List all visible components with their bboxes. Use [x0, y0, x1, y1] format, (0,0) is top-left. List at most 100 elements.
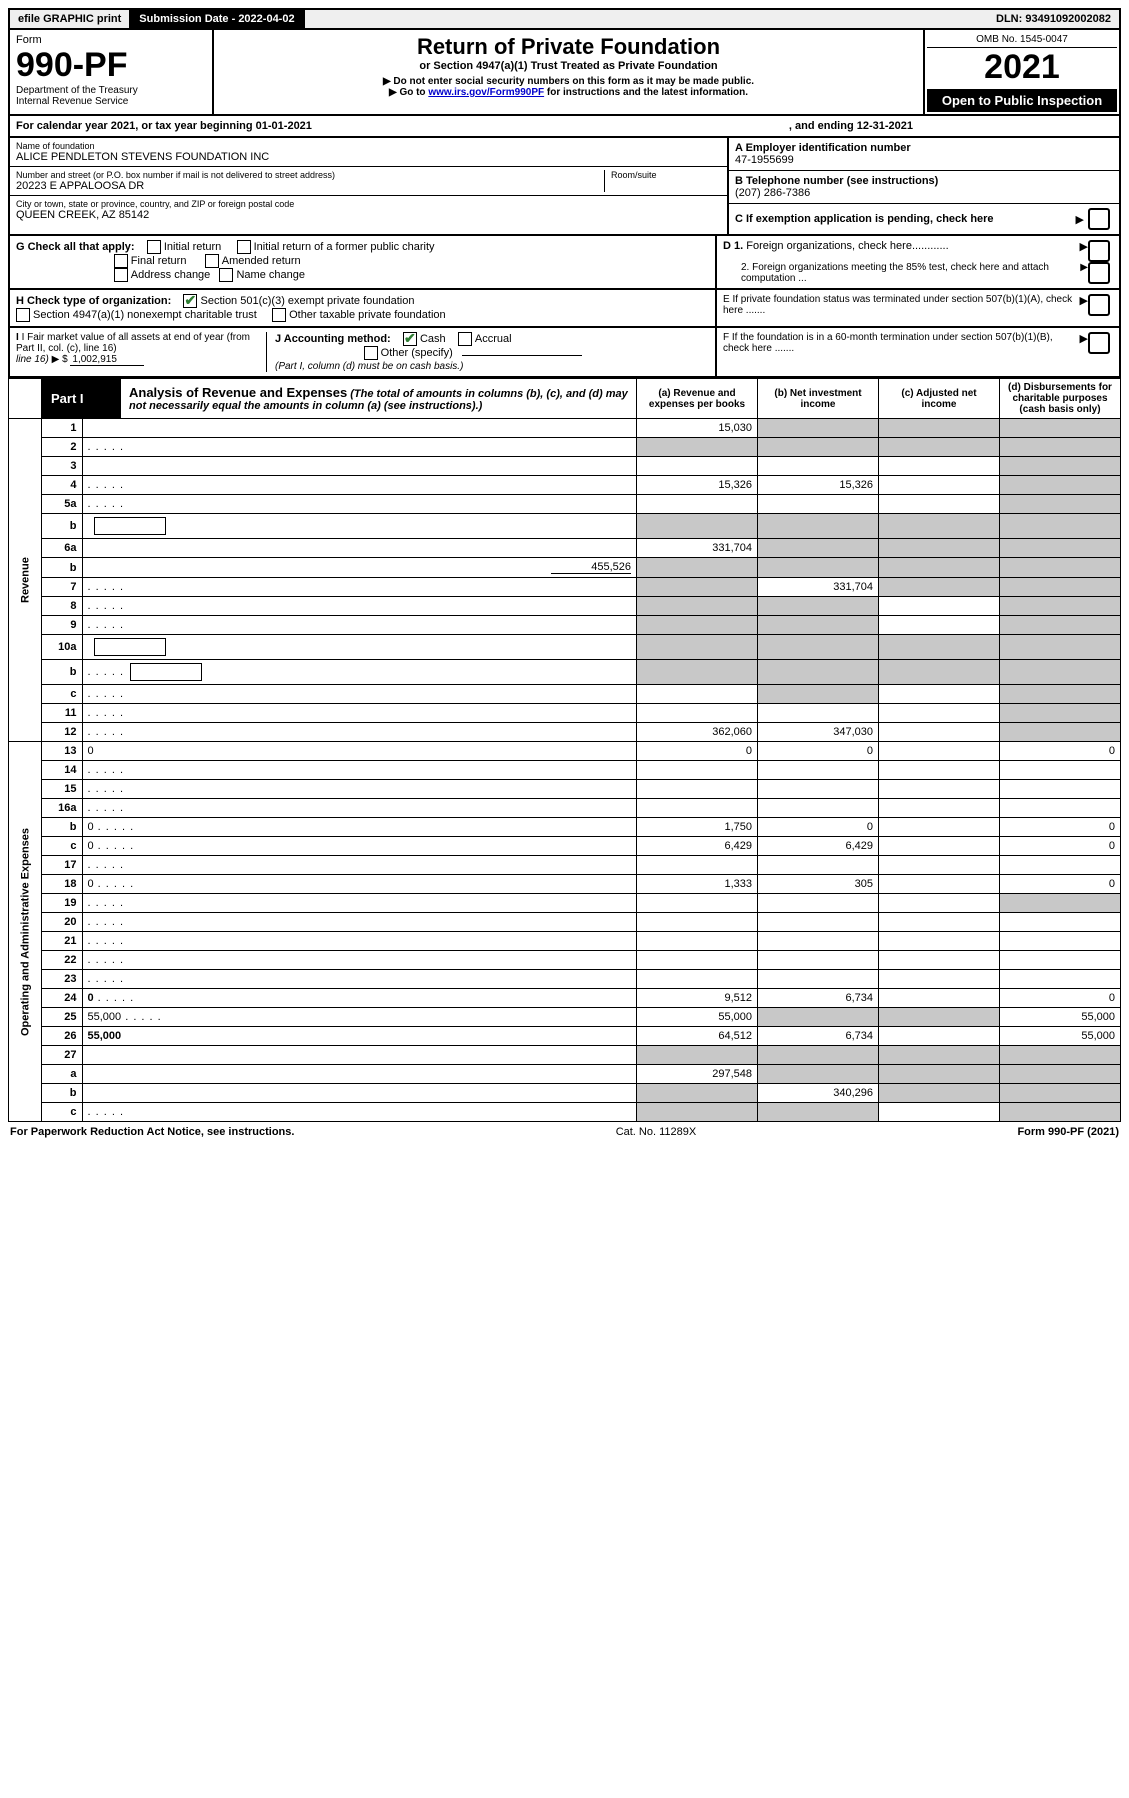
table-row: b	[9, 514, 1121, 539]
cell-d	[1000, 597, 1121, 616]
ein-value: 47-1955699	[735, 154, 1113, 166]
row-description	[82, 616, 637, 635]
cb-other-method[interactable]	[364, 346, 378, 360]
row-description	[82, 913, 637, 932]
row-number: 27	[41, 1046, 82, 1065]
row-number: 6a	[41, 539, 82, 558]
cb-f[interactable]	[1088, 332, 1110, 354]
cb-other-taxable[interactable]	[272, 308, 286, 322]
i-label: I Fair market value of all assets at end…	[16, 332, 250, 354]
cell-b: 6,734	[758, 989, 879, 1008]
cell-d: 0	[1000, 875, 1121, 894]
cb-cash[interactable]	[403, 332, 417, 346]
form-note-2: ▶ Go to www.irs.gov/Form990PF for instru…	[220, 87, 917, 98]
cell-c	[879, 799, 1000, 818]
cb-e[interactable]	[1088, 294, 1110, 316]
cb-address-change[interactable]	[114, 268, 128, 282]
table-row: 10a	[9, 635, 1121, 660]
row-description	[82, 704, 637, 723]
col-d-header: (d) Disbursements for charitable purpose…	[1000, 379, 1121, 419]
row-description	[82, 685, 637, 704]
exemption-checkbox[interactable]	[1088, 208, 1110, 230]
row-description	[82, 856, 637, 875]
cell-a	[637, 970, 758, 989]
efile-label[interactable]: efile GRAPHIC print	[10, 10, 131, 28]
cell-b: 305	[758, 875, 879, 894]
calyear-mid: , and ending 12-31-2021	[789, 120, 913, 132]
tax-year: 2021	[927, 48, 1117, 87]
row-number: 8	[41, 597, 82, 616]
cell-c	[879, 1027, 1000, 1046]
cb-d1[interactable]	[1088, 240, 1110, 262]
table-row: c06,4296,4290	[9, 837, 1121, 856]
cell-b	[758, 597, 879, 616]
row-number: a	[41, 1065, 82, 1084]
lbl-initial: Initial return	[164, 241, 221, 253]
row-description	[82, 438, 637, 457]
cell-a	[637, 514, 758, 539]
cell-a	[637, 660, 758, 685]
cell-c	[879, 558, 1000, 578]
row-description	[82, 951, 637, 970]
row-description	[82, 799, 637, 818]
cell-c	[879, 704, 1000, 723]
calendar-year-row: For calendar year 2021, or tax year begi…	[8, 116, 1121, 138]
table-row: b455,526	[9, 558, 1121, 578]
cb-initial-return[interactable]	[147, 240, 161, 254]
table-row: 5a	[9, 495, 1121, 514]
cb-final-return[interactable]	[114, 254, 128, 268]
cell-b	[758, 558, 879, 578]
form-note-1: ▶ Do not enter social security numbers o…	[220, 76, 917, 87]
row-description	[82, 1084, 637, 1103]
row-number: 22	[41, 951, 82, 970]
cell-d	[1000, 514, 1121, 539]
cell-a	[637, 856, 758, 875]
table-row: 27	[9, 1046, 1121, 1065]
table-row: 20	[9, 913, 1121, 932]
lbl-accrual: Accrual	[475, 333, 512, 345]
cell-a: 1,750	[637, 818, 758, 837]
row-description	[82, 539, 637, 558]
cb-4947[interactable]	[16, 308, 30, 322]
cell-c	[879, 1008, 1000, 1027]
lbl-501c3: Section 501(c)(3) exempt private foundat…	[200, 295, 414, 307]
cb-name-change[interactable]	[219, 268, 233, 282]
header-left: Form 990-PF Department of the Treasury I…	[10, 30, 214, 114]
table-row: 12362,060347,030	[9, 723, 1121, 742]
row-number: 16a	[41, 799, 82, 818]
e-label: E If private foundation status was termi…	[723, 294, 1080, 322]
cell-c	[879, 970, 1000, 989]
row-number: 19	[41, 894, 82, 913]
cell-a	[637, 635, 758, 660]
cell-c	[879, 894, 1000, 913]
i-arrow: ▶ $	[52, 354, 68, 365]
cb-501c3[interactable]	[183, 294, 197, 308]
cell-c	[879, 989, 1000, 1008]
cb-amended-return[interactable]	[205, 254, 219, 268]
cb-initial-former[interactable]	[237, 240, 251, 254]
lbl-addr-change: Address change	[131, 269, 211, 281]
cell-c	[879, 457, 1000, 476]
part1-label: Part I	[41, 379, 121, 418]
form-link[interactable]: www.irs.gov/Form990PF	[428, 87, 544, 98]
dln: DLN: 93491092002082	[988, 10, 1119, 28]
table-row: 6a331,704	[9, 539, 1121, 558]
row-description	[82, 578, 637, 597]
lbl-cash: Cash	[420, 333, 446, 345]
row-description	[82, 514, 637, 539]
cell-b: 6,734	[758, 1027, 879, 1046]
cb-accrual[interactable]	[458, 332, 472, 346]
addr-label: Number and street (or P.O. box number if…	[16, 170, 604, 180]
cb-d2[interactable]	[1088, 262, 1110, 284]
cell-b	[758, 932, 879, 951]
cell-a	[637, 495, 758, 514]
cell-a	[637, 457, 758, 476]
cell-c	[879, 1046, 1000, 1065]
cell-d	[1000, 856, 1121, 875]
cell-d	[1000, 457, 1121, 476]
col-c-header: (c) Adjusted net income	[879, 379, 1000, 419]
row-description: 0	[82, 989, 637, 1008]
table-row: Revenue115,030	[9, 419, 1121, 438]
cell-c	[879, 419, 1000, 438]
cell-c	[879, 635, 1000, 660]
